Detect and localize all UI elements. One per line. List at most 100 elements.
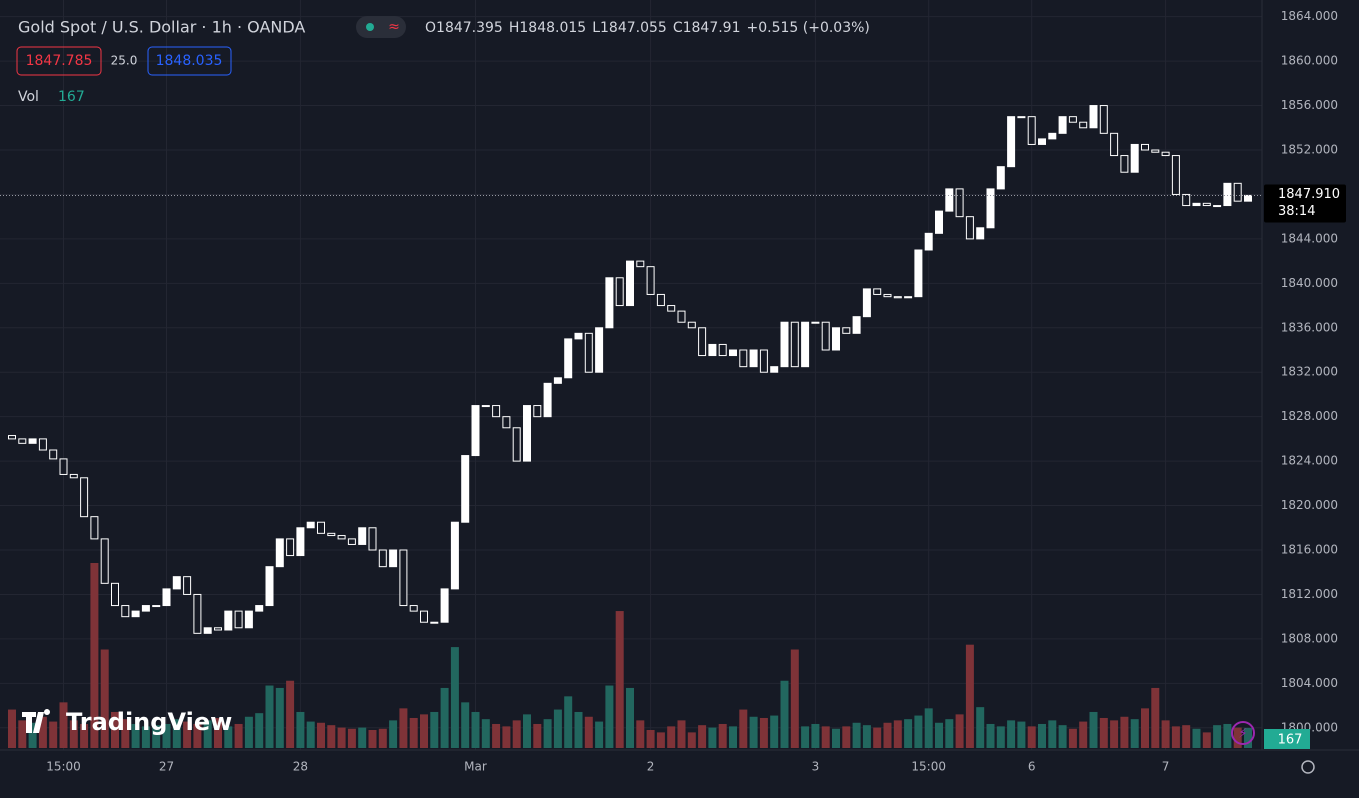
volume-bar: [69, 720, 78, 748]
volume-bar: [59, 702, 68, 748]
candle-body: [1223, 182, 1232, 207]
x-tick-label: 6: [1028, 760, 1036, 774]
volume-value: 167: [58, 89, 85, 105]
alert-icon: ⚡: [1238, 727, 1247, 742]
candle-body: [255, 605, 264, 612]
volume-bar: [1171, 726, 1180, 748]
volume-bar: [1038, 723, 1046, 748]
candle-body: [739, 349, 748, 368]
candle-body: [337, 535, 346, 540]
candle-body: [1233, 182, 1242, 202]
volume-bar: [862, 725, 871, 748]
candle-body: [883, 293, 892, 298]
volume-bar: [1233, 727, 1242, 748]
candle-body: [121, 605, 130, 618]
candle-body: [306, 521, 315, 529]
candle-body: [389, 549, 398, 568]
candles: [8, 105, 1252, 634]
volume-bar: [1089, 711, 1098, 748]
volume-bar: [924, 708, 933, 748]
y-tick-label: 1816.000: [1281, 543, 1338, 557]
volume-badge-label: 167: [1278, 733, 1303, 748]
volume-bar: [1192, 728, 1201, 748]
candle-body: [986, 188, 995, 229]
candle-body: [1038, 138, 1046, 145]
candle-body: [1213, 205, 1222, 208]
volume-bar: [100, 649, 109, 748]
volume-bar: [996, 726, 1005, 748]
volume-bar: [162, 723, 171, 748]
grid: [0, 0, 1262, 750]
candle-body: [327, 532, 336, 537]
candle-body: [821, 321, 830, 351]
candle-body: [564, 338, 573, 379]
volume-bar: [708, 727, 717, 748]
volume-bar: [1151, 687, 1160, 748]
volume-bar: [1068, 728, 1077, 748]
candle-body: [471, 405, 480, 457]
volume-bar: [461, 702, 470, 748]
candle-body: [605, 277, 614, 329]
candle-body: [430, 621, 439, 624]
x-tick-label: 27: [159, 760, 174, 774]
market-open-dot[interactable]: [366, 23, 374, 31]
volume-bar: [1141, 708, 1149, 748]
volume-bar: [718, 723, 727, 748]
candle-body: [574, 332, 583, 340]
ohlc: O 1847.395 H 1848.015 L 1847.055 C 1847.91 +0.51…: [425, 20, 870, 36]
volume-bar: [1182, 725, 1191, 748]
volume-bar: [49, 721, 58, 748]
candle-body: [924, 232, 933, 251]
volume-bar: [28, 722, 37, 748]
x-tick-label: 2: [647, 760, 655, 774]
volume-bar: [1058, 725, 1067, 748]
volume-bar: [636, 720, 645, 748]
candle-body: [595, 327, 604, 373]
status-icon: ≈: [388, 19, 400, 35]
volume-bar: [358, 727, 367, 748]
alert-button[interactable]: [1231, 721, 1255, 745]
candle-body: [28, 438, 37, 444]
volume-bar: [1120, 716, 1129, 748]
candle-body: [317, 521, 325, 534]
volume-bar: [667, 726, 676, 748]
volume-bars: [8, 563, 1252, 748]
volume-bar: [965, 644, 974, 748]
volume-bar: [553, 709, 562, 748]
candle-body: [8, 435, 16, 440]
candle-body: [502, 416, 511, 429]
candle-body: [409, 605, 418, 612]
ohlc-letter: O: [425, 20, 436, 36]
watermark: TradingView: [66, 708, 232, 736]
bid-box[interactable]: [16, 46, 102, 76]
volume-bar: [255, 713, 264, 748]
y-tick-label: 1844.000: [1281, 231, 1338, 245]
candle-body: [244, 610, 253, 629]
volume-bar: [368, 729, 377, 748]
candle-body: [656, 293, 665, 307]
ask-box[interactable]: [147, 46, 232, 76]
settings-button[interactable]: [1301, 760, 1315, 774]
x-tick-label: 7: [1162, 760, 1170, 774]
candle-body: [492, 405, 501, 418]
volume-bar: [626, 687, 634, 748]
candle-body: [224, 610, 233, 631]
volume-bar: [1027, 726, 1036, 748]
candle-body: [1130, 143, 1139, 173]
logo: TradingView: [22, 708, 232, 736]
x-tick-label: 15:00: [911, 760, 946, 774]
volume-bar: [131, 723, 140, 748]
volume-bar: [450, 647, 459, 748]
candle-body: [69, 473, 78, 479]
candle-body: [399, 549, 408, 607]
volume-bar: [904, 719, 913, 748]
volume-bar: [317, 722, 325, 748]
candle-body: [1244, 194, 1252, 202]
x-tick-label: Mar: [464, 760, 487, 774]
ohlc-letter: H: [509, 20, 520, 36]
candle-body: [729, 349, 737, 357]
volume-bar: [729, 726, 737, 748]
volume-bar: [172, 719, 181, 748]
